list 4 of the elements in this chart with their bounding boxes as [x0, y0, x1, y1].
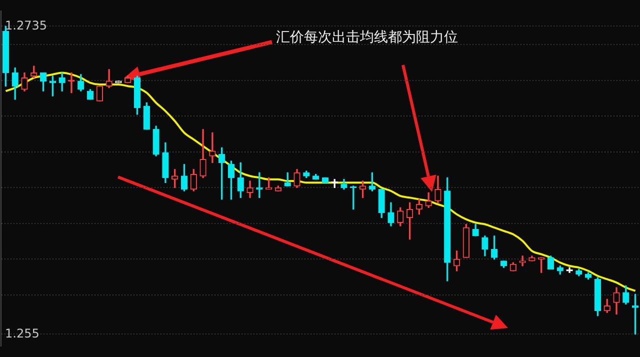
y-tick-label: 1.255 [5, 326, 40, 340]
y-tick-label: 1.2735 [5, 18, 47, 32]
candlestick [209, 132, 216, 164]
annotation: 汇价每次出击均线都为阻力位 [276, 30, 458, 46]
